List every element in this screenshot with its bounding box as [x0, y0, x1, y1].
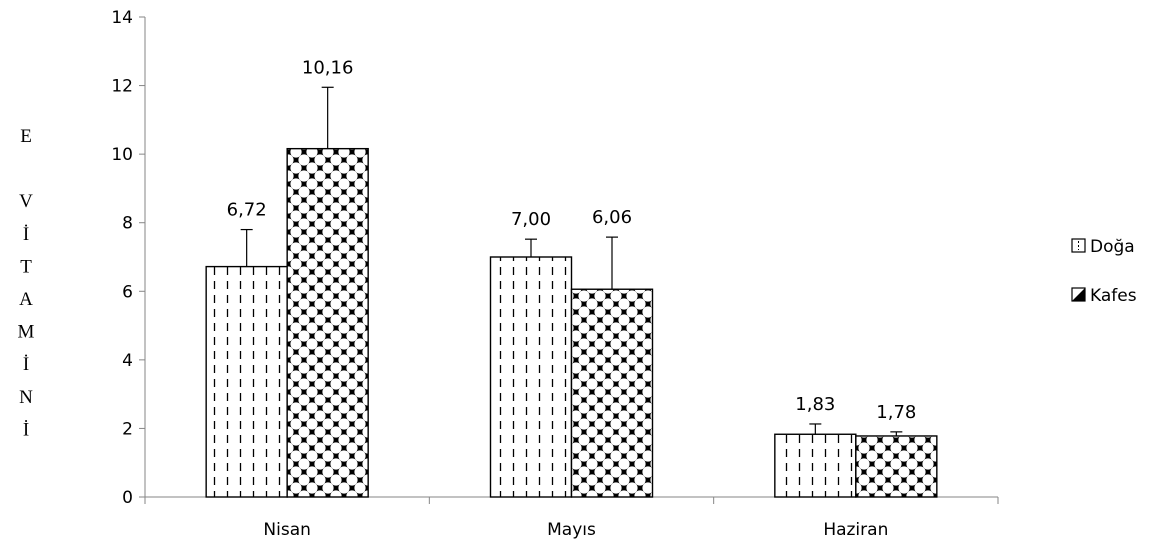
data-label: 6,72 [227, 200, 267, 221]
data-label: 1,83 [795, 394, 835, 415]
y-tick-label: 4 [122, 351, 133, 371]
y-label-char: E [20, 126, 32, 147]
y-label-char: V [19, 191, 33, 212]
x-category-label: Mayıs [547, 520, 596, 540]
legend: Doğa Kafes [1071, 237, 1137, 306]
y-tick-label: 12 [111, 77, 133, 97]
data-label: 10,16 [302, 57, 354, 78]
data-label: 6,06 [592, 207, 632, 228]
x-category-label: Haziran [823, 520, 888, 540]
y-tick-label: 0 [122, 488, 133, 508]
bar-doğa-haziran [774, 433, 857, 498]
y-tick-label: 6 [122, 282, 133, 302]
y-label-char: İ [23, 224, 29, 245]
y-label-char: İ [23, 354, 29, 375]
legend-label-doga: Doğa [1090, 237, 1135, 257]
y-label-char: İ [23, 419, 29, 440]
value-labels: 6,72 10,16 7,00 6,06 1,83 1,78 [227, 57, 917, 423]
legend-item-kafes: Kafes [1071, 286, 1137, 306]
legend-label-kafes: Kafes [1090, 286, 1137, 306]
y-axis-ticks: 0 2 4 6 8 10 12 14 [111, 8, 145, 508]
bar-doğa-nisan [205, 265, 288, 498]
y-tick-label: 2 [122, 419, 133, 439]
legend-item-doga: Doğa [1071, 237, 1135, 257]
bar-doğa-mayıs [489, 256, 573, 498]
y-tick-label: 14 [111, 8, 133, 28]
data-label: 7,00 [511, 209, 551, 230]
y-tick-label: 8 [122, 214, 133, 234]
y-label-char: A [19, 289, 33, 310]
error-bars [240, 86, 903, 436]
bar-kafes-mayıs [570, 288, 654, 498]
y-label-char: T [20, 256, 32, 277]
y-label-char: M [18, 322, 35, 343]
x-category-label: Nisan [263, 520, 311, 540]
bar-kafes-nisan [286, 147, 369, 498]
bars [205, 147, 938, 498]
x-axis-labels: Nisan Mayıs Haziran [263, 520, 888, 540]
y-tick-label: 10 [111, 145, 133, 165]
data-label: 1,78 [876, 402, 916, 423]
bar-kafes-haziran [855, 435, 938, 498]
y-label-char: N [19, 387, 33, 408]
